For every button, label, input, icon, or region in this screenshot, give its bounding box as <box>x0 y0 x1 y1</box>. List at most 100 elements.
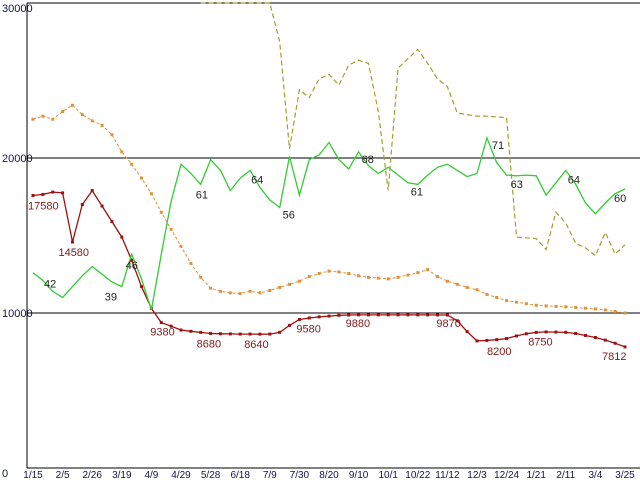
series-orange-squares-marker <box>337 270 341 274</box>
series-red-squares-marker <box>140 285 144 289</box>
y-axis-tick-label: 30000 <box>2 3 33 15</box>
point-label: 8200 <box>487 346 511 358</box>
series-red-squares-marker <box>31 194 35 198</box>
series-red-squares-marker <box>100 204 104 208</box>
x-axis-tick-label: 7/30 <box>290 470 310 480</box>
x-axis-tick-label: 10/1 <box>378 470 398 480</box>
series-red-squares-marker <box>376 313 380 317</box>
series-orange-squares-marker <box>524 302 528 306</box>
series-red-squares-marker <box>623 345 627 349</box>
x-axis-tick-label: 6/18 <box>230 470 250 480</box>
series-orange-squares-marker <box>90 119 94 123</box>
series-orange-squares-marker <box>574 305 578 309</box>
series-red-squares-marker <box>514 334 518 338</box>
series-red-squares-marker <box>199 330 203 334</box>
series-red-squares-marker <box>288 323 292 327</box>
series-orange-squares-marker <box>396 275 400 279</box>
series-orange-squares-marker <box>465 285 469 289</box>
x-axis-tick-label: 4/9 <box>144 470 158 480</box>
series-orange-squares-marker <box>278 285 282 289</box>
point-label: 9580 <box>296 324 320 336</box>
series-orange-squares-marker <box>623 311 627 315</box>
series-orange-squares-marker <box>613 309 617 313</box>
series-orange-squares-marker <box>41 114 45 118</box>
x-axis-tick-label: 2/5 <box>56 470 70 480</box>
point-label: 63 <box>511 179 523 191</box>
series-red-squares-marker <box>406 313 410 317</box>
point-label: 68 <box>362 154 374 166</box>
point-label: 60 <box>614 193 626 205</box>
series-red-squares <box>32 189 626 348</box>
series-orange-squares-marker <box>218 289 222 293</box>
point-label: 17580 <box>28 201 59 213</box>
series-orange-squares-marker <box>31 117 35 121</box>
y-axis-tick-label: 0 <box>2 468 8 480</box>
x-axis-tick-label: 7/9 <box>263 470 277 480</box>
series-orange-squares-marker <box>307 275 311 279</box>
series-orange-squares-marker <box>445 279 449 283</box>
series-red-squares-marker <box>110 220 114 224</box>
x-axis-tick-label: 8/20 <box>319 470 339 480</box>
series-red-squares-marker <box>159 321 163 325</box>
series-orange-squares-marker <box>485 292 489 296</box>
series-red-squares-marker <box>426 313 430 317</box>
series-red-squares-marker <box>357 313 361 317</box>
x-axis-tick-label: 12/3 <box>467 470 487 480</box>
series-orange-squares-marker <box>416 271 420 275</box>
point-label: 39 <box>105 292 117 304</box>
x-axis-tick-label: 2/11 <box>556 470 575 480</box>
x-axis-tick-label: 9/10 <box>349 470 369 480</box>
series-orange-squares-marker <box>238 292 242 296</box>
x-axis-tick-label: 3/25 <box>615 470 635 480</box>
series-red-squares-marker <box>169 324 173 328</box>
x-axis-tick-label: 1/15 <box>23 470 43 480</box>
series-red-squares-marker <box>327 314 331 318</box>
series-red-squares-marker <box>475 339 479 343</box>
point-label: 9380 <box>150 327 174 339</box>
series-red-squares-marker <box>337 313 341 317</box>
series-orange-squares-marker <box>159 210 163 214</box>
series-red-squares-marker <box>179 328 183 332</box>
series-red-squares-marker <box>455 319 459 323</box>
series-orange-squares-marker <box>268 289 272 293</box>
series-orange-squares-marker <box>288 282 292 286</box>
series-red-squares-marker <box>396 313 400 317</box>
series-orange-squares <box>32 104 626 314</box>
series-orange-squares-marker <box>475 288 479 292</box>
series-red-squares-marker <box>228 332 232 336</box>
x-axis-tick-label: 11/12 <box>435 470 460 480</box>
point-label: 9880 <box>346 318 370 330</box>
series-red-squares-marker <box>544 330 548 334</box>
point-label: 56 <box>283 210 295 222</box>
x-axis-tick-label: 5/28 <box>201 470 221 480</box>
series-orange-squares-marker <box>199 275 203 279</box>
series-orange-squares-marker <box>149 192 153 196</box>
series-orange-squares-marker <box>80 113 84 117</box>
series-red-squares-marker <box>268 332 272 336</box>
series-orange-squares-marker <box>584 306 588 310</box>
series-orange-squares-marker <box>61 110 65 113</box>
series-red-squares-marker <box>70 240 74 244</box>
series-orange-squares-marker <box>347 271 351 275</box>
series-orange-squares-marker <box>376 276 380 280</box>
series-orange-squares-marker <box>209 286 213 290</box>
series-red-squares-marker <box>90 189 94 193</box>
series-red-squares-marker <box>120 235 124 239</box>
x-axis-tick-label: 10/22 <box>405 470 430 480</box>
series-green-line <box>32 135 626 311</box>
series-orange-squares-marker <box>357 274 361 278</box>
series-red-squares-marker <box>189 329 193 333</box>
series-orange-squares-marker <box>406 273 410 277</box>
series-orange-squares-marker <box>554 304 558 308</box>
series-red-squares-marker <box>584 333 588 337</box>
series-orange-squares-marker <box>140 176 144 180</box>
series-orange-squares-marker <box>455 282 459 286</box>
series-orange-squares-marker <box>189 261 193 265</box>
series-red-squares-marker <box>445 313 449 317</box>
series-red-squares-marker <box>307 316 311 320</box>
series-orange-squares-marker <box>505 299 509 303</box>
series-orange-squares-marker <box>534 303 538 307</box>
point-label: 8680 <box>197 338 221 350</box>
series-orange-squares-marker <box>248 289 252 293</box>
